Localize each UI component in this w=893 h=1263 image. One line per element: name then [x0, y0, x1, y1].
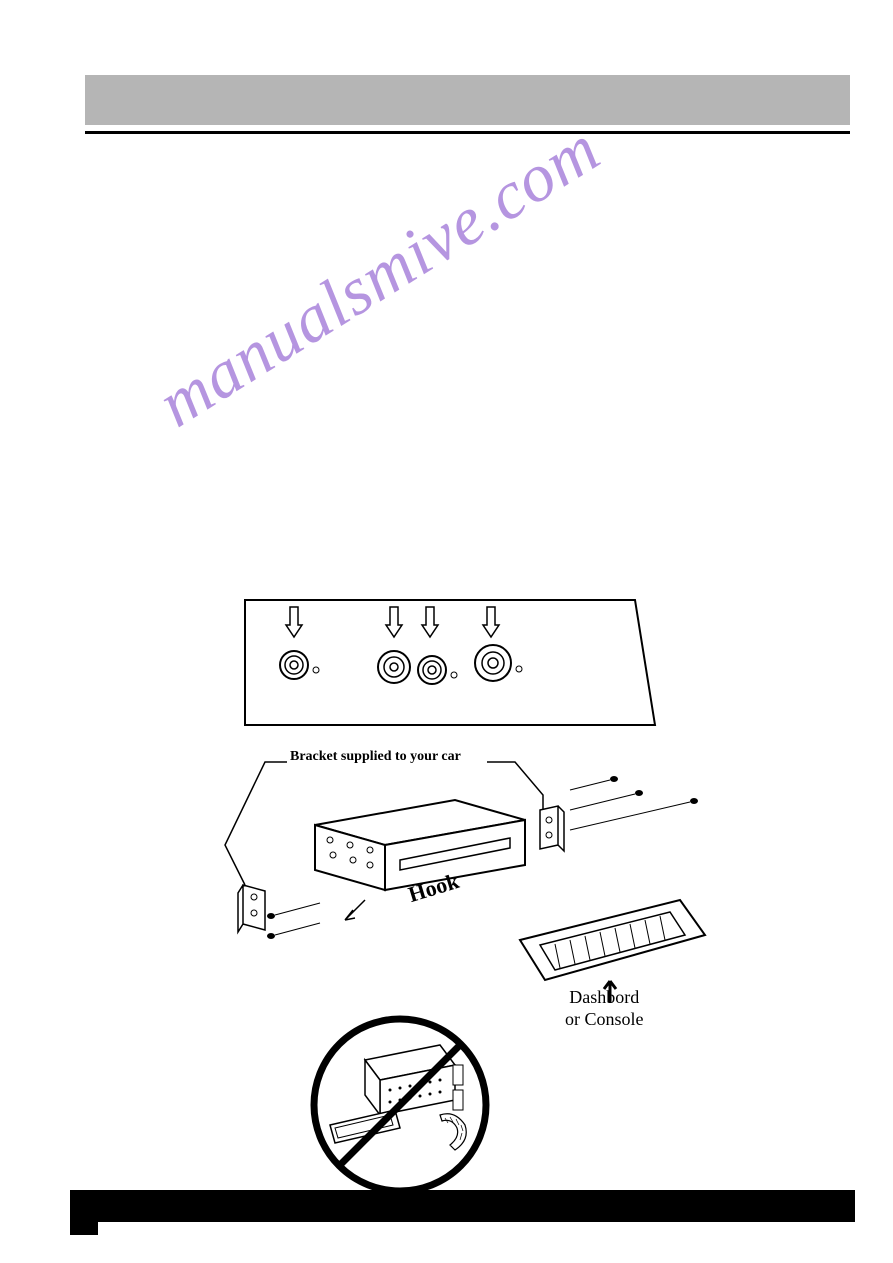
screw-icon — [267, 923, 320, 939]
prohibition-icon — [305, 1010, 495, 1200]
head-unit-icon — [315, 800, 525, 890]
header-underline — [85, 131, 850, 134]
down-arrow-icon — [286, 607, 302, 637]
footer-bar — [85, 1190, 855, 1222]
screw-hole-icon — [280, 651, 319, 679]
small-bracket-icon — [453, 1090, 463, 1110]
bracket-icon — [540, 806, 564, 851]
diagram-top-panel — [240, 595, 660, 735]
small-bracket-icon — [453, 1065, 463, 1085]
screw-hole-icon — [475, 645, 522, 681]
dashboard-label-line1: Dashbord — [569, 987, 639, 1007]
dashboard-label: Dashbord or Console — [565, 987, 644, 1030]
page-container — [85, 75, 850, 134]
dashboard-bezel-icon — [520, 900, 705, 980]
bracket-icon — [238, 885, 265, 932]
screw-hole-icon — [418, 656, 457, 684]
down-arrow-icon — [386, 607, 402, 637]
screw-icon — [267, 903, 320, 919]
screw-icon — [570, 790, 643, 810]
screw-icon — [570, 798, 698, 830]
down-arrow-icon — [422, 607, 438, 637]
screw-hole-icon — [378, 651, 410, 683]
header-gray-band — [85, 75, 850, 125]
screw-icon — [570, 776, 618, 790]
watermark-text: manualsmive.com — [144, 109, 613, 443]
dashboard-label-line2: or Console — [565, 1009, 644, 1029]
down-arrow-icon — [483, 607, 499, 637]
